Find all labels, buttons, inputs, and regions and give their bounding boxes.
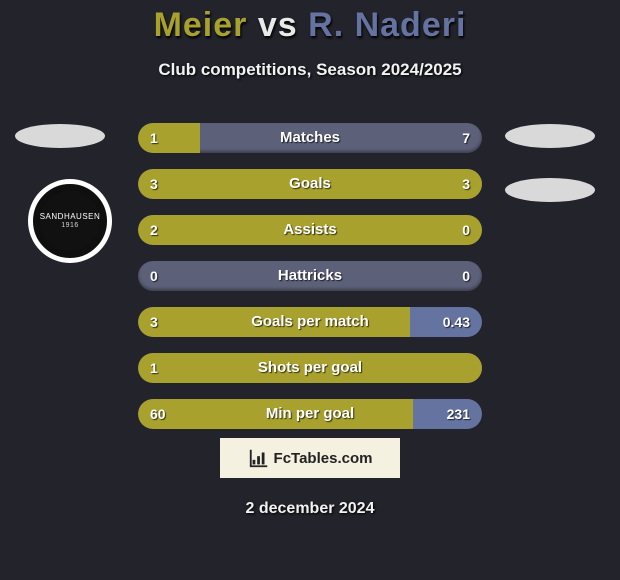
player2-slot-ellipse-2 [505, 178, 595, 202]
stat-label: Assists [138, 215, 482, 245]
stat-value-left: 3 [150, 169, 158, 199]
stat-value-right: 0 [462, 215, 470, 245]
club-badge-text: SANDHAUSEN [40, 213, 101, 222]
stat-value-right: 231 [447, 399, 470, 429]
stat-value-left: 3 [150, 307, 158, 337]
title-player1: Meier [154, 6, 248, 44]
stat-value-left: 1 [150, 353, 158, 383]
stat-label: Min per goal [138, 399, 482, 429]
stat-label: Goals per match [138, 307, 482, 337]
comparison-card: SANDHAUSEN 1916 Meier vs R. Naderi Club … [0, 0, 620, 580]
stat-row: Goals3 3 [138, 169, 482, 199]
club-badge: SANDHAUSEN 1916 [28, 179, 112, 263]
footer-date: 2 december 2024 [0, 500, 620, 518]
stat-row: Min per goal60 231 [138, 399, 482, 429]
player1-slot-ellipse [15, 124, 105, 148]
stat-row: Matches1 7 [138, 123, 482, 153]
chart-icon [248, 447, 270, 469]
brand-text: FcTables.com [274, 450, 373, 467]
page-title: Meier vs R. Naderi [0, 6, 620, 45]
subtitle: Club competitions, Season 2024/2025 [0, 60, 620, 80]
stat-row: Hattricks0 0 [138, 261, 482, 291]
title-player2: R. Naderi [308, 6, 466, 44]
club-badge-year: 1916 [61, 222, 79, 230]
stat-label: Shots per goal [138, 353, 482, 383]
stat-value-right: 0 [462, 261, 470, 291]
brand-badge: FcTables.com [220, 438, 400, 478]
stat-label: Hattricks [138, 261, 482, 291]
club-badge-inner: SANDHAUSEN 1916 [40, 191, 100, 251]
stat-row: Goals per match3 0.43 [138, 307, 482, 337]
stats-container: Matches17Goals33Assists20Hattricks00Goal… [138, 123, 482, 445]
stat-value-left: 0 [150, 261, 158, 291]
stat-value-left: 1 [150, 123, 158, 153]
stat-value-right: 3 [462, 169, 470, 199]
stat-value-left: 2 [150, 215, 158, 245]
title-vs: vs [258, 6, 298, 44]
stat-row: Assists2 0 [138, 215, 482, 245]
stat-value-left: 60 [150, 399, 166, 429]
stat-row: Shots per goal1 [138, 353, 482, 383]
stat-label: Matches [138, 123, 482, 153]
stat-value-right: 7 [462, 123, 470, 153]
stat-label: Goals [138, 169, 482, 199]
player2-slot-ellipse-1 [505, 124, 595, 148]
stat-value-right: 0.43 [443, 307, 470, 337]
